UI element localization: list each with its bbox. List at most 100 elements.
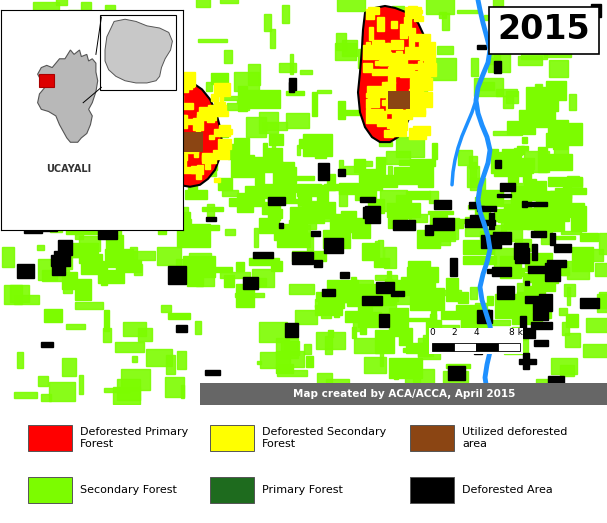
Bar (2, 247, 14, 267)
Bar (524, 297, 542, 303)
Bar (496, 335, 502, 348)
Bar (358, 49, 381, 69)
Bar (152, 124, 160, 129)
Bar (414, 128, 424, 135)
Bar (340, 291, 369, 302)
Bar (206, 82, 212, 90)
Bar (199, 107, 215, 120)
Bar (528, 209, 560, 215)
Bar (515, 239, 531, 251)
Bar (405, 44, 434, 55)
Bar (202, 207, 223, 211)
Bar (513, 268, 524, 276)
Bar (362, 44, 379, 59)
Bar (394, 288, 415, 304)
Bar (292, 251, 326, 261)
Bar (104, 310, 109, 331)
Bar (186, 144, 191, 150)
Bar (521, 293, 539, 309)
Bar (372, 69, 387, 75)
Bar (220, 0, 238, 3)
Bar (315, 139, 326, 158)
Bar (481, 220, 495, 225)
Bar (202, 153, 212, 163)
Bar (385, 97, 402, 112)
Bar (205, 370, 220, 375)
Bar (410, 78, 423, 94)
Bar (544, 263, 558, 282)
Bar (120, 147, 141, 165)
Bar (422, 399, 426, 402)
Bar (77, 167, 112, 178)
Bar (496, 384, 506, 397)
Bar (268, 192, 295, 200)
Bar (527, 202, 547, 207)
Bar (519, 359, 536, 364)
Bar (92, 86, 106, 94)
Bar (351, 218, 370, 238)
Bar (175, 154, 186, 160)
Bar (546, 81, 566, 100)
Bar (330, 283, 348, 300)
Bar (197, 112, 200, 122)
Bar (73, 213, 88, 232)
Bar (132, 356, 137, 362)
Bar (117, 379, 140, 400)
Bar (185, 190, 207, 199)
Bar (495, 53, 500, 63)
Bar (518, 56, 541, 65)
Bar (374, 258, 388, 267)
Bar (197, 165, 203, 174)
Bar (342, 110, 370, 115)
Bar (234, 72, 259, 92)
Bar (191, 166, 199, 173)
Bar (470, 215, 479, 219)
Bar (523, 217, 532, 221)
Bar (337, 0, 365, 11)
Bar (399, 160, 418, 165)
Bar (142, 26, 153, 32)
Bar (366, 42, 370, 54)
Bar (214, 129, 223, 136)
Bar (484, 15, 506, 20)
Bar (276, 351, 304, 367)
Bar (64, 243, 98, 257)
Bar (583, 344, 607, 357)
Bar (385, 82, 396, 93)
Bar (210, 145, 228, 158)
Bar (369, 27, 373, 40)
Bar (399, 328, 412, 346)
Bar (544, 45, 571, 58)
Bar (262, 122, 287, 130)
Bar (506, 152, 509, 166)
Bar (428, 385, 433, 404)
Bar (81, 2, 91, 15)
Bar (236, 284, 254, 308)
Bar (67, 230, 85, 233)
Bar (535, 84, 543, 93)
Bar (166, 156, 175, 160)
Bar (206, 116, 214, 122)
Bar (189, 253, 211, 270)
Bar (517, 292, 531, 312)
Text: Primary Forest: Primary Forest (262, 485, 343, 495)
Bar (506, 90, 518, 104)
Bar (146, 125, 167, 132)
Bar (368, 286, 394, 305)
Bar (480, 231, 495, 240)
Bar (497, 286, 514, 299)
Bar (389, 358, 422, 378)
Bar (371, 43, 381, 65)
Bar (220, 96, 243, 100)
Bar (406, 344, 431, 353)
Bar (111, 168, 117, 177)
Bar (535, 199, 569, 221)
Bar (289, 77, 296, 90)
Bar (489, 213, 494, 229)
Bar (422, 335, 433, 356)
Bar (345, 312, 369, 322)
Bar (450, 219, 477, 223)
Bar (168, 266, 186, 283)
Bar (523, 161, 531, 182)
Bar (82, 162, 95, 187)
